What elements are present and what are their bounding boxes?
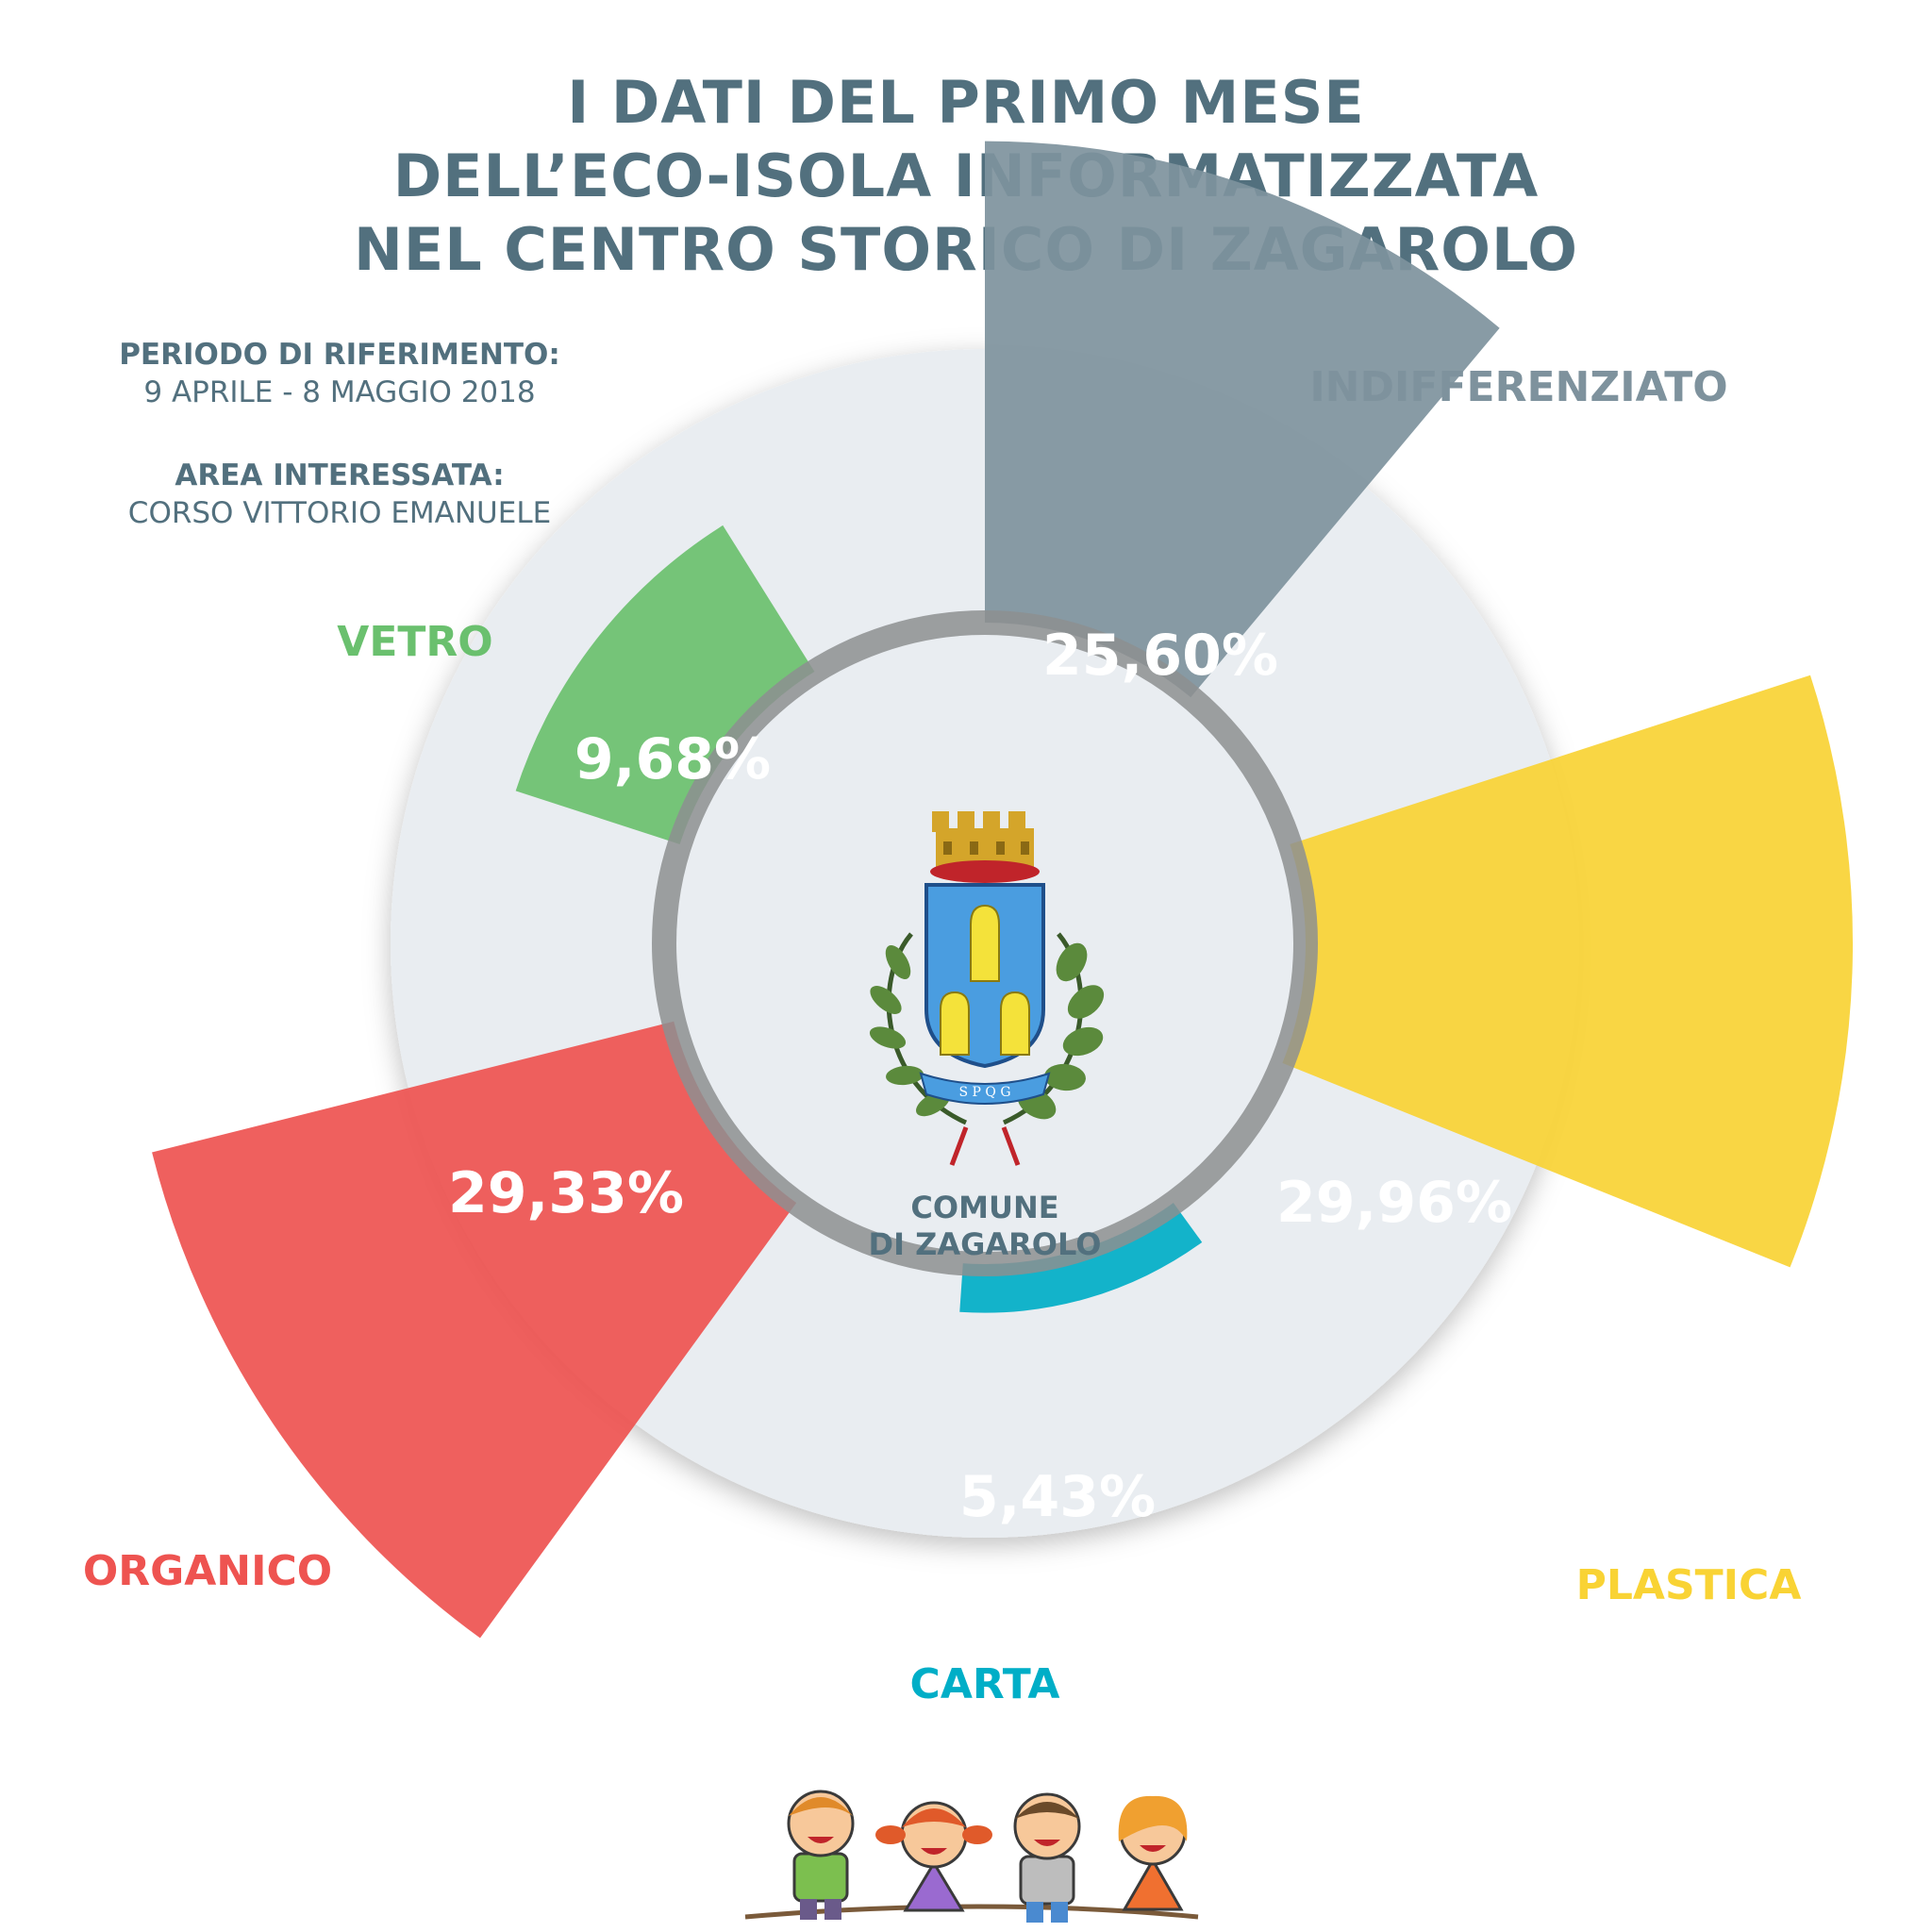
center-label-line-2: DI ZAGAROLO: [869, 1226, 1102, 1262]
zagarolo-coat-of-arms-icon: S P Q G: [869, 811, 1105, 1166]
category-label-organico: ORGANICO: [83, 1547, 332, 1595]
period-block: PERIODO DI RIFERIMENTO: 9 APRILE - 8 MAG…: [75, 336, 604, 411]
period-value: 9 APRILE - 8 MAGGIO 2018: [143, 375, 536, 409]
category-label-plastica: PLASTICA: [1576, 1561, 1802, 1609]
category-label-vetro: VETRO: [337, 618, 492, 666]
value-label-indifferenziato: 25,60%: [1042, 623, 1278, 689]
area-block: AREA INTERESSATA: CORSO VITTORIO EMANUEL…: [75, 457, 604, 532]
value-label-carta: 5,43%: [959, 1464, 1156, 1530]
area-value: CORSO VITTORIO EMANUELE: [127, 496, 552, 530]
period-label: PERIODO DI RIFERIMENTO:: [119, 338, 560, 372]
slice-plastica: [985, 675, 1853, 1268]
value-label-organico: 29,33%: [448, 1160, 684, 1226]
title-line-2: DELL’ECO-ISOLA INFORMATIZZATA: [392, 142, 1540, 210]
category-label-indifferenziato: INDIFFERENZIATO: [1309, 363, 1727, 411]
value-label-vetro: 9,68%: [575, 726, 771, 792]
kids-illustration-icon: [744, 1790, 1199, 1923]
center-ring: [652, 610, 1318, 1276]
area-label: AREA INTERESSATA:: [175, 458, 505, 492]
center-label-line-1: COMUNE: [910, 1190, 1058, 1225]
value-label-plastica: 29,96%: [1276, 1170, 1512, 1236]
title-line-1: I DATI DEL PRIMO MESE: [567, 68, 1365, 137]
emblem-motto: S P Q G: [958, 1085, 1010, 1100]
category-label-carta: CARTA: [910, 1660, 1060, 1708]
